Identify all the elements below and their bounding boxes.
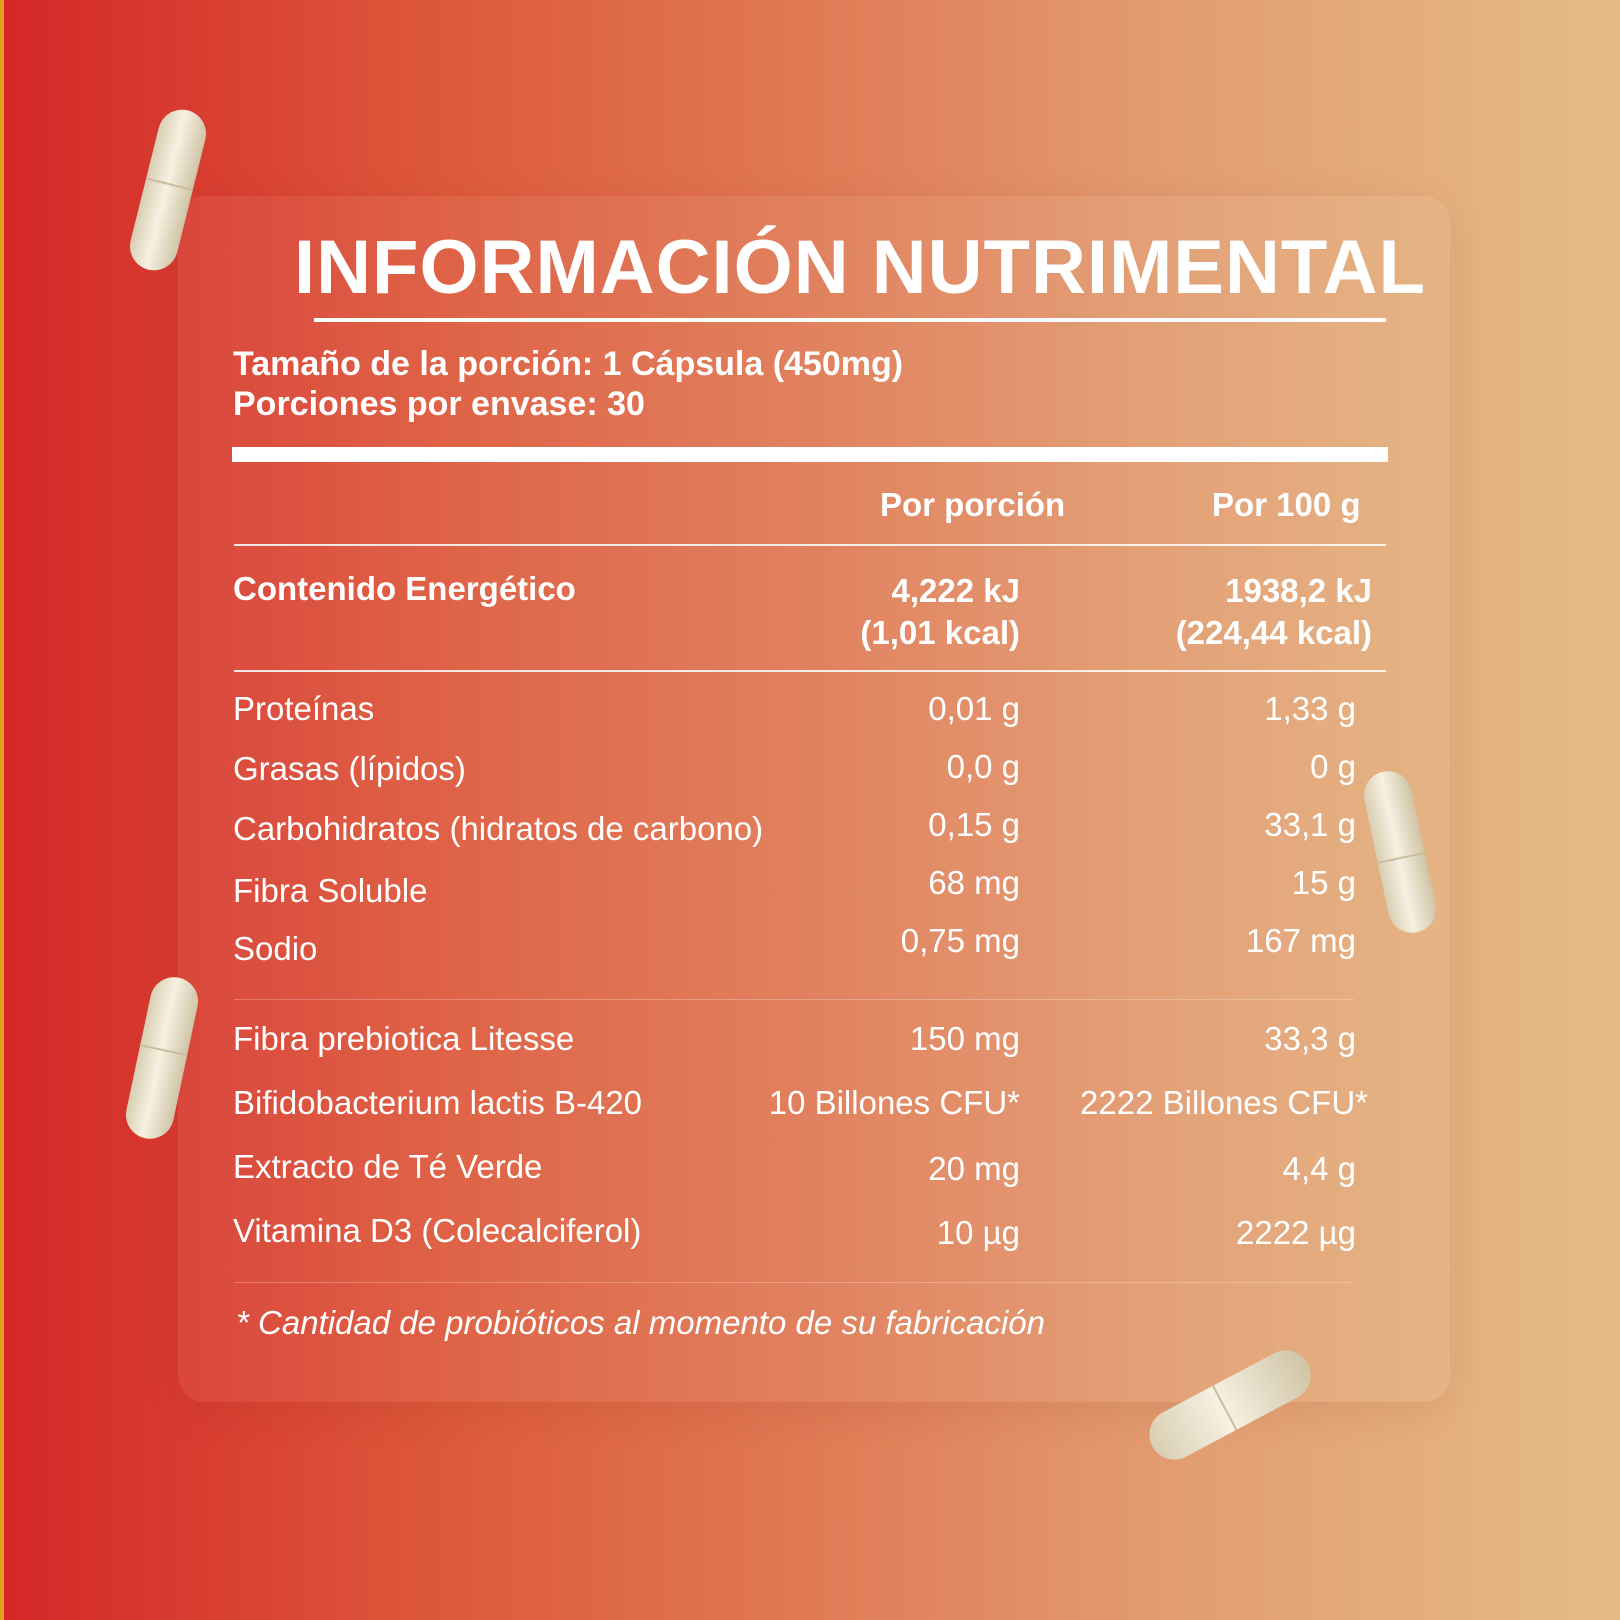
thick-divider <box>232 447 1388 462</box>
column-header-per-100g: Por 100 g <box>1212 486 1361 523</box>
nutrient-label-grasas: Grasas (lípidos) <box>233 750 466 787</box>
nutrient-label-fibra-soluble: Fibra Soluble <box>233 872 428 909</box>
nutrient-per-100g-carbohidratos: 33,1 g <box>1264 806 1356 843</box>
servings-per-container: Porciones por envase: 30 <box>233 385 645 423</box>
serving-info: Tamaño de la porción: 1 Cápsula (450mg) … <box>233 344 903 424</box>
nutrient-per-serving-sodio: 0,75 mg <box>900 922 1020 959</box>
ingredient-per-serving-bifidobacterium: 10 Billones CFU* <box>768 1084 1020 1121</box>
energy-per-serving-kcal: (1,01 kcal) <box>860 614 1020 651</box>
nutrient-per-serving-proteinas: 0,01 g <box>928 690 1020 727</box>
page-title: INFORMACIÓN NUTRIMENTAL <box>294 225 1426 310</box>
title-underline <box>314 318 1386 322</box>
capsule-bottom <box>1149 1350 1311 1460</box>
column-header-per-serving: Por porción <box>880 486 1066 523</box>
ingredients-divider <box>234 1282 1354 1283</box>
capsule-left <box>125 977 199 1139</box>
ingredient-label-vitamina-d3: Vitamina D3 (Colecalciferol) <box>233 1212 642 1249</box>
nutrient-label-sodio: Sodio <box>233 930 318 967</box>
energy-per-100g-kcal: (224,44 kcal) <box>1175 614 1372 651</box>
energy-per-serving: 4,222 kJ (1,01 kcal) <box>860 570 1020 654</box>
energy-per-serving-kj: 4,222 kJ <box>891 572 1020 609</box>
nutrient-per-serving-carbohidratos: 0,15 g <box>928 806 1020 843</box>
ingredient-per-100g-te-verde: 4,4 g <box>1282 1150 1356 1187</box>
nutrient-per-100g-fibra-soluble: 15 g <box>1291 864 1356 901</box>
ingredient-per-serving-litesse: 150 mg <box>909 1020 1020 1057</box>
footnote: * Cantidad de probióticos al momento de … <box>236 1304 1045 1341</box>
energy-per-100g-kj: 1938,2 kJ <box>1225 572 1372 609</box>
nutrients-divider <box>234 999 1354 1000</box>
ingredient-label-bifidobacterium: Bifidobacterium lactis B-420 <box>233 1084 643 1121</box>
energy-divider <box>234 670 1386 672</box>
energy-per-100g: 1938,2 kJ (224,44 kcal) <box>1176 570 1372 654</box>
nutrient-per-serving-grasas: 0,0 g <box>946 748 1020 785</box>
ingredient-per-100g-vitamina-d3: 2222 µg <box>1236 1214 1356 1251</box>
capsule-top-left <box>129 109 207 271</box>
capsule-right <box>1363 771 1437 933</box>
ingredient-per-serving-te-verde: 20 mg <box>928 1150 1020 1187</box>
nutrition-panel <box>178 196 1450 1402</box>
header-divider <box>234 544 1386 546</box>
ingredient-label-te-verde: Extracto de Té Verde <box>233 1148 543 1185</box>
nutrient-per-100g-grasas: 0 g <box>1310 748 1356 785</box>
ingredient-per-100g-bifidobacterium: 2222 Billones CFU* <box>1080 1084 1368 1121</box>
nutrient-per-serving-fibra-soluble: 68 mg <box>928 864 1020 901</box>
nutrient-label-proteinas: Proteínas <box>233 690 375 727</box>
ingredient-per-100g-litesse: 33,3 g <box>1264 1020 1356 1057</box>
serving-size: Tamaño de la porción: 1 Cápsula (450mg) <box>233 345 904 383</box>
nutrient-per-100g-sodio: 167 mg <box>1245 922 1356 959</box>
nutrient-label-carbohidratos: Carbohidratos (hidratos de carbono) <box>233 810 764 847</box>
nutrient-per-100g-proteinas: 1,33 g <box>1264 690 1356 727</box>
ingredient-label-litesse: Fibra prebiotica Litesse <box>233 1020 575 1057</box>
energy-label: Contenido Energético <box>233 570 576 607</box>
ingredient-per-serving-vitamina-d3: 10 µg <box>936 1214 1020 1251</box>
